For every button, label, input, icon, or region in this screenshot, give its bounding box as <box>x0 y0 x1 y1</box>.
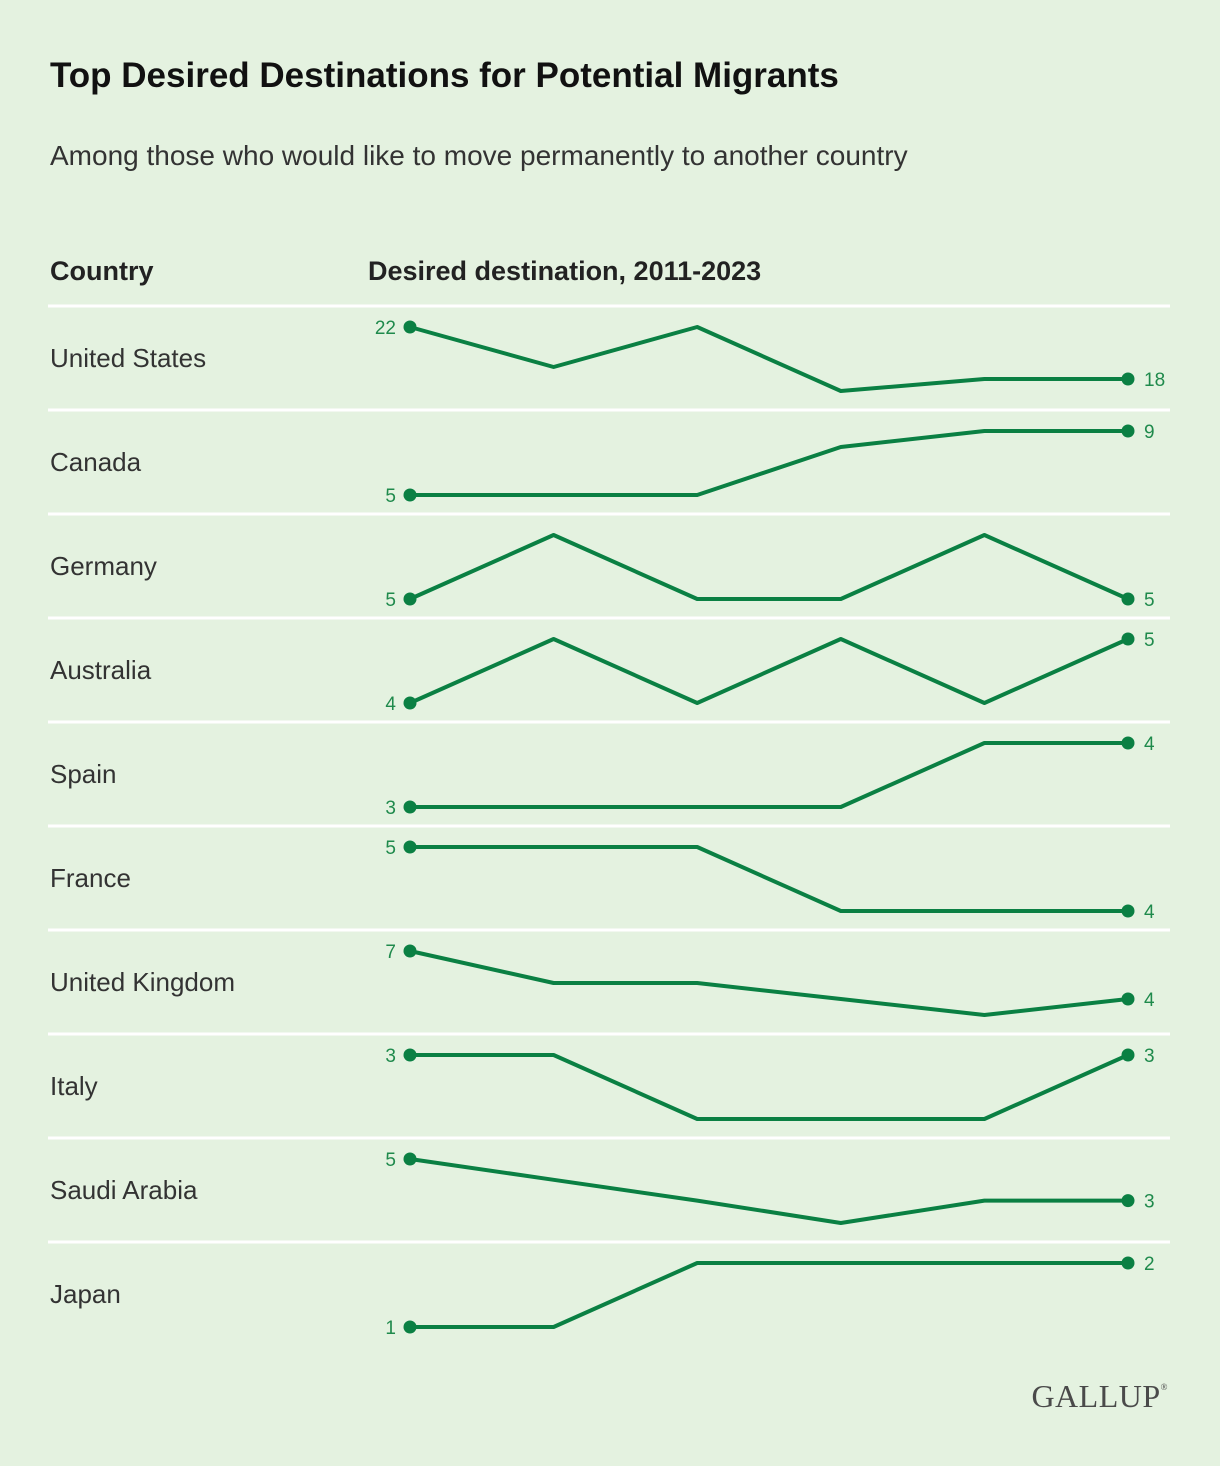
series-line <box>408 1157 1130 1225</box>
row-spain: Spain 3 4 <box>48 720 1170 819</box>
series-line <box>408 949 1130 1017</box>
start-point <box>403 592 417 606</box>
series-line <box>408 1053 1130 1121</box>
row-japan: Japan 1 2 <box>48 1240 1170 1339</box>
start-point <box>403 1152 417 1166</box>
start-value-label: 5 <box>385 1150 396 1171</box>
start-point <box>403 1320 417 1334</box>
start-value-label: 7 <box>385 942 396 963</box>
start-value-label: 5 <box>385 486 396 507</box>
start-point <box>403 840 417 854</box>
start-value-label: 3 <box>385 1046 396 1067</box>
end-point <box>1121 1194 1135 1208</box>
end-point <box>1121 632 1135 646</box>
series-line <box>408 741 1130 809</box>
end-point <box>1121 1256 1135 1270</box>
row-canada: Canada 5 9 <box>48 408 1170 507</box>
series-line <box>408 845 1130 913</box>
end-value-label: 4 <box>1144 990 1155 1011</box>
row-italy: Italy 3 3 <box>48 1032 1170 1121</box>
country-label: Germany <box>50 551 157 581</box>
end-point <box>1121 992 1135 1006</box>
start-point <box>403 696 417 710</box>
column-header-country: Country <box>50 256 154 286</box>
end-value-label: 9 <box>1144 422 1155 443</box>
end-value-label: 18 <box>1144 370 1165 391</box>
start-value-label: 3 <box>385 798 396 819</box>
country-label: United Kingdom <box>50 967 235 997</box>
start-value-label: 5 <box>385 838 396 859</box>
column-header-destination: Desired destination, 2011-2023 <box>368 256 762 286</box>
end-point <box>1121 592 1135 606</box>
end-value-label: 2 <box>1144 1254 1155 1275</box>
series-line <box>408 325 1130 393</box>
start-point <box>403 488 417 502</box>
start-value-label: 1 <box>385 1318 396 1339</box>
country-label: Italy <box>50 1071 98 1101</box>
chart-subtitle: Among those who would like to move perma… <box>50 140 908 171</box>
start-point <box>403 320 417 334</box>
end-point <box>1121 904 1135 918</box>
end-point <box>1121 424 1135 438</box>
start-point <box>403 1048 417 1062</box>
start-value-label: 5 <box>385 590 396 611</box>
country-label: France <box>50 863 131 893</box>
end-value-label: 4 <box>1144 734 1155 755</box>
row-australia: Australia 4 5 <box>48 616 1170 715</box>
country-label: United States <box>50 343 206 373</box>
end-point <box>1121 736 1135 750</box>
end-point <box>1121 1048 1135 1062</box>
row-united-states: United States 22 18 <box>48 304 1170 393</box>
country-label: Saudi Arabia <box>50 1175 198 1205</box>
series-line <box>408 429 1130 497</box>
end-value-label: 5 <box>1144 630 1155 651</box>
start-point <box>403 800 417 814</box>
row-germany: Germany 5 5 <box>48 512 1170 611</box>
end-value-label: 3 <box>1144 1046 1155 1067</box>
end-value-label: 4 <box>1144 902 1155 923</box>
series-line <box>408 637 1130 705</box>
country-label: Australia <box>50 655 152 685</box>
row-united-kingdom: United Kingdom 7 4 <box>48 928 1170 1017</box>
gallup-logo: GALLUP® <box>1031 1378 1168 1414</box>
country-label: Japan <box>50 1279 121 1309</box>
row-saudi-arabia: Saudi Arabia 5 3 <box>48 1136 1170 1225</box>
end-value-label: 3 <box>1144 1192 1155 1213</box>
series-line <box>408 533 1130 601</box>
end-point <box>1121 372 1135 386</box>
start-value-label: 4 <box>385 694 396 715</box>
country-label: Canada <box>50 447 142 477</box>
start-value-label: 22 <box>375 318 396 339</box>
country-label: Spain <box>50 759 117 789</box>
row-france: France 5 4 <box>48 824 1170 923</box>
end-value-label: 5 <box>1144 590 1155 611</box>
start-point <box>403 944 417 958</box>
chart-title: Top Desired Destinations for Potential M… <box>50 56 839 95</box>
series-line <box>408 1261 1130 1329</box>
